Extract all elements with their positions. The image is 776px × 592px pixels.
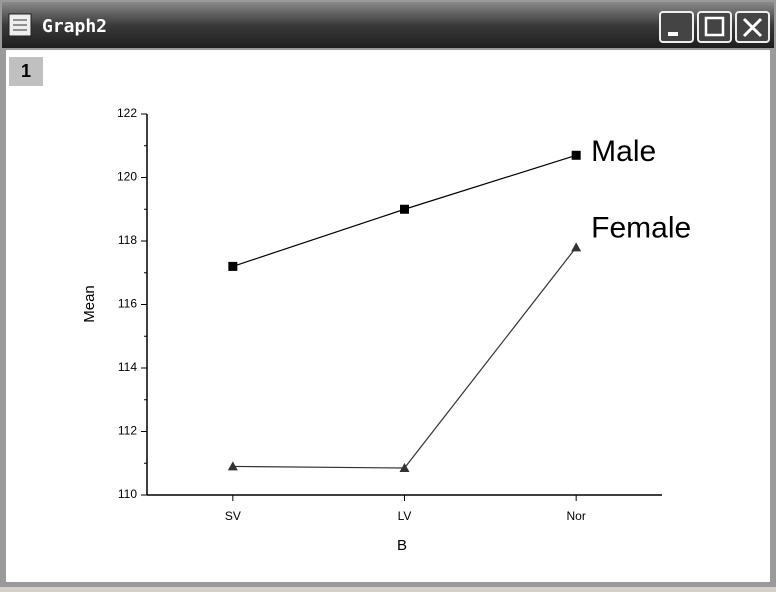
window-icon [8,13,32,37]
minimize-button[interactable] [659,11,694,43]
title-bar [2,2,774,48]
y-tick-label: 116 [118,297,137,311]
y-tick-label: 118 [118,233,137,247]
y-axis-title: Mean [81,285,98,323]
plot: 110 112 114 116 118 120 122 SV LV Nor Male Female [117,106,691,523]
y-tick-label: 110 [118,487,137,501]
y-tick-label: 112 [118,424,137,438]
marker [571,242,582,252]
x-axis-title: B [397,537,407,554]
series-label: Male [591,135,656,168]
y-tick-label: 120 [117,170,137,184]
marker [228,261,238,271]
graph-page [6,50,770,582]
series-label: Female [591,211,691,244]
y-tick-label: 122 [117,106,137,120]
marker [227,461,238,471]
y-tick-label: 114 [118,360,137,374]
layer-label: 1 [21,61,31,81]
x-tick-label: LV [398,509,412,523]
maximize-button[interactable] [697,11,732,43]
marker [400,204,409,214]
x-tick-label: SV [225,509,241,523]
layer-tab[interactable] [9,57,43,86]
marker [571,150,581,160]
x-tick-label: Nor [566,509,585,523]
marker [399,463,410,473]
window-title: Graph2 [42,16,107,37]
close-button[interactable] [735,11,770,43]
